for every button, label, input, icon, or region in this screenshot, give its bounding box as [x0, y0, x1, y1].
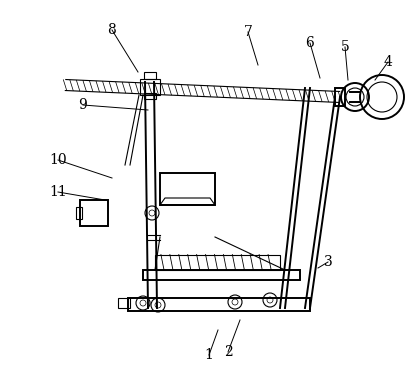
Text: 7: 7: [243, 25, 253, 39]
Bar: [76, 207, 82, 219]
Bar: [80, 200, 108, 226]
Text: 8: 8: [108, 23, 116, 37]
Bar: [144, 93, 156, 99]
Text: 5: 5: [341, 40, 349, 54]
Text: 10: 10: [49, 153, 67, 167]
Text: 2: 2: [224, 345, 232, 359]
Text: 11: 11: [49, 185, 67, 199]
Bar: [143, 270, 300, 280]
Bar: [335, 88, 345, 106]
Text: 1: 1: [205, 348, 213, 362]
Bar: [118, 298, 130, 308]
Text: 3: 3: [323, 255, 332, 269]
Text: 9: 9: [79, 98, 87, 112]
Text: 6: 6: [306, 36, 314, 50]
Text: 4: 4: [384, 55, 393, 69]
Bar: [140, 79, 160, 95]
Bar: [160, 173, 215, 205]
Bar: [144, 72, 156, 79]
Bar: [128, 298, 310, 311]
Bar: [155, 255, 280, 270]
